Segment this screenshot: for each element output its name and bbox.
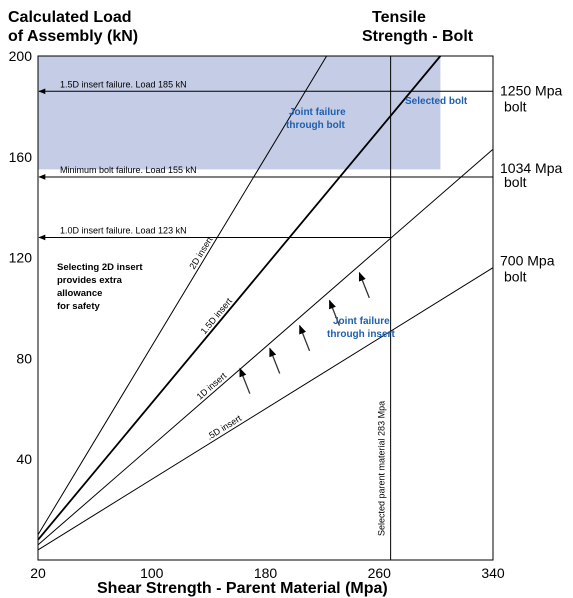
arrow	[328, 299, 341, 326]
insert-line	[37, 267, 494, 551]
insert-line	[37, 55, 328, 536]
load-line-label: Minimum bolt failure. Load 155 kN	[60, 165, 197, 175]
insert-line-label: 1D insert	[195, 370, 229, 402]
x-tick-label: 180	[254, 565, 278, 581]
shaded-region	[38, 56, 441, 170]
annotation-joint-failure-bolt-2: through bolt	[286, 120, 346, 131]
vertical-line-label: Selected parent material 283 Mpa	[377, 401, 387, 536]
y-tick-label: 40	[16, 451, 32, 467]
annotation-joint-failure-insert-1: Joint failure	[333, 316, 390, 327]
annotation-joint-failure-insert-2: through insert	[327, 329, 395, 340]
title-right-line1: Tensile	[372, 9, 426, 26]
x-tick-label: 20	[30, 565, 46, 581]
arrows-layer	[239, 271, 370, 394]
title-right-line2: Strength - Bolt	[362, 28, 474, 45]
bolt-label-sub: bolt	[504, 98, 527, 114]
shaded-region-layer	[38, 56, 441, 170]
annotation-selecting-2d-2: provides extra	[57, 275, 123, 286]
bolt-label: 1034 Mpa	[500, 160, 562, 176]
annotation-selecting-2d-4: for safety	[57, 301, 100, 312]
arrow	[358, 271, 370, 299]
plot-frame	[37, 55, 494, 561]
load-line-label: 1.5D insert failure. Load 185 kN	[60, 79, 187, 89]
insert-line-label: .5D insert	[205, 413, 243, 442]
x-tick-label: 340	[481, 565, 505, 581]
annotation-selecting-2d-1: Selecting 2D insert	[57, 262, 143, 273]
insert-line-label: 1.5D insert	[199, 296, 235, 336]
insert-line	[37, 148, 494, 546]
x-tick-label: 100	[140, 565, 164, 581]
axes-layer: 40 80 120 160 200 20 100 180 260 340	[9, 48, 505, 581]
bolt-label: 1250 Mpa	[500, 82, 562, 98]
annotation-selected-bolt: Selected bolt	[405, 96, 468, 107]
bolt-label-sub: bolt	[504, 269, 527, 285]
y-tick-label: 160	[9, 149, 33, 165]
insert-line-label: 2D insert	[187, 235, 214, 271]
arrow	[299, 324, 311, 352]
bolt-label: 700 Mpa	[500, 253, 555, 269]
bolt-label-sub: bolt	[504, 174, 527, 190]
y-tick-label: 120	[9, 250, 33, 266]
annotation-selecting-2d-3: allowance	[57, 288, 102, 299]
load-line-label: 1.0D insert failure. Load 123 kN	[60, 225, 187, 235]
x-axis-label: Shear Strength - Parent Material (Mpa)	[97, 580, 388, 597]
title-left-line1: Calculated Load	[8, 9, 132, 26]
annotation-joint-failure-bolt-1: Joint failure	[289, 107, 346, 118]
title-left-line2: of Assembly (kN)	[8, 28, 138, 45]
arrow	[269, 347, 281, 374]
y-tick-label: 80	[16, 350, 32, 366]
arrow	[239, 367, 251, 394]
y-tick-label: 200	[9, 48, 33, 64]
insert-line	[37, 55, 442, 541]
lines-layer	[37, 55, 494, 560]
x-tick-label: 260	[368, 565, 392, 581]
